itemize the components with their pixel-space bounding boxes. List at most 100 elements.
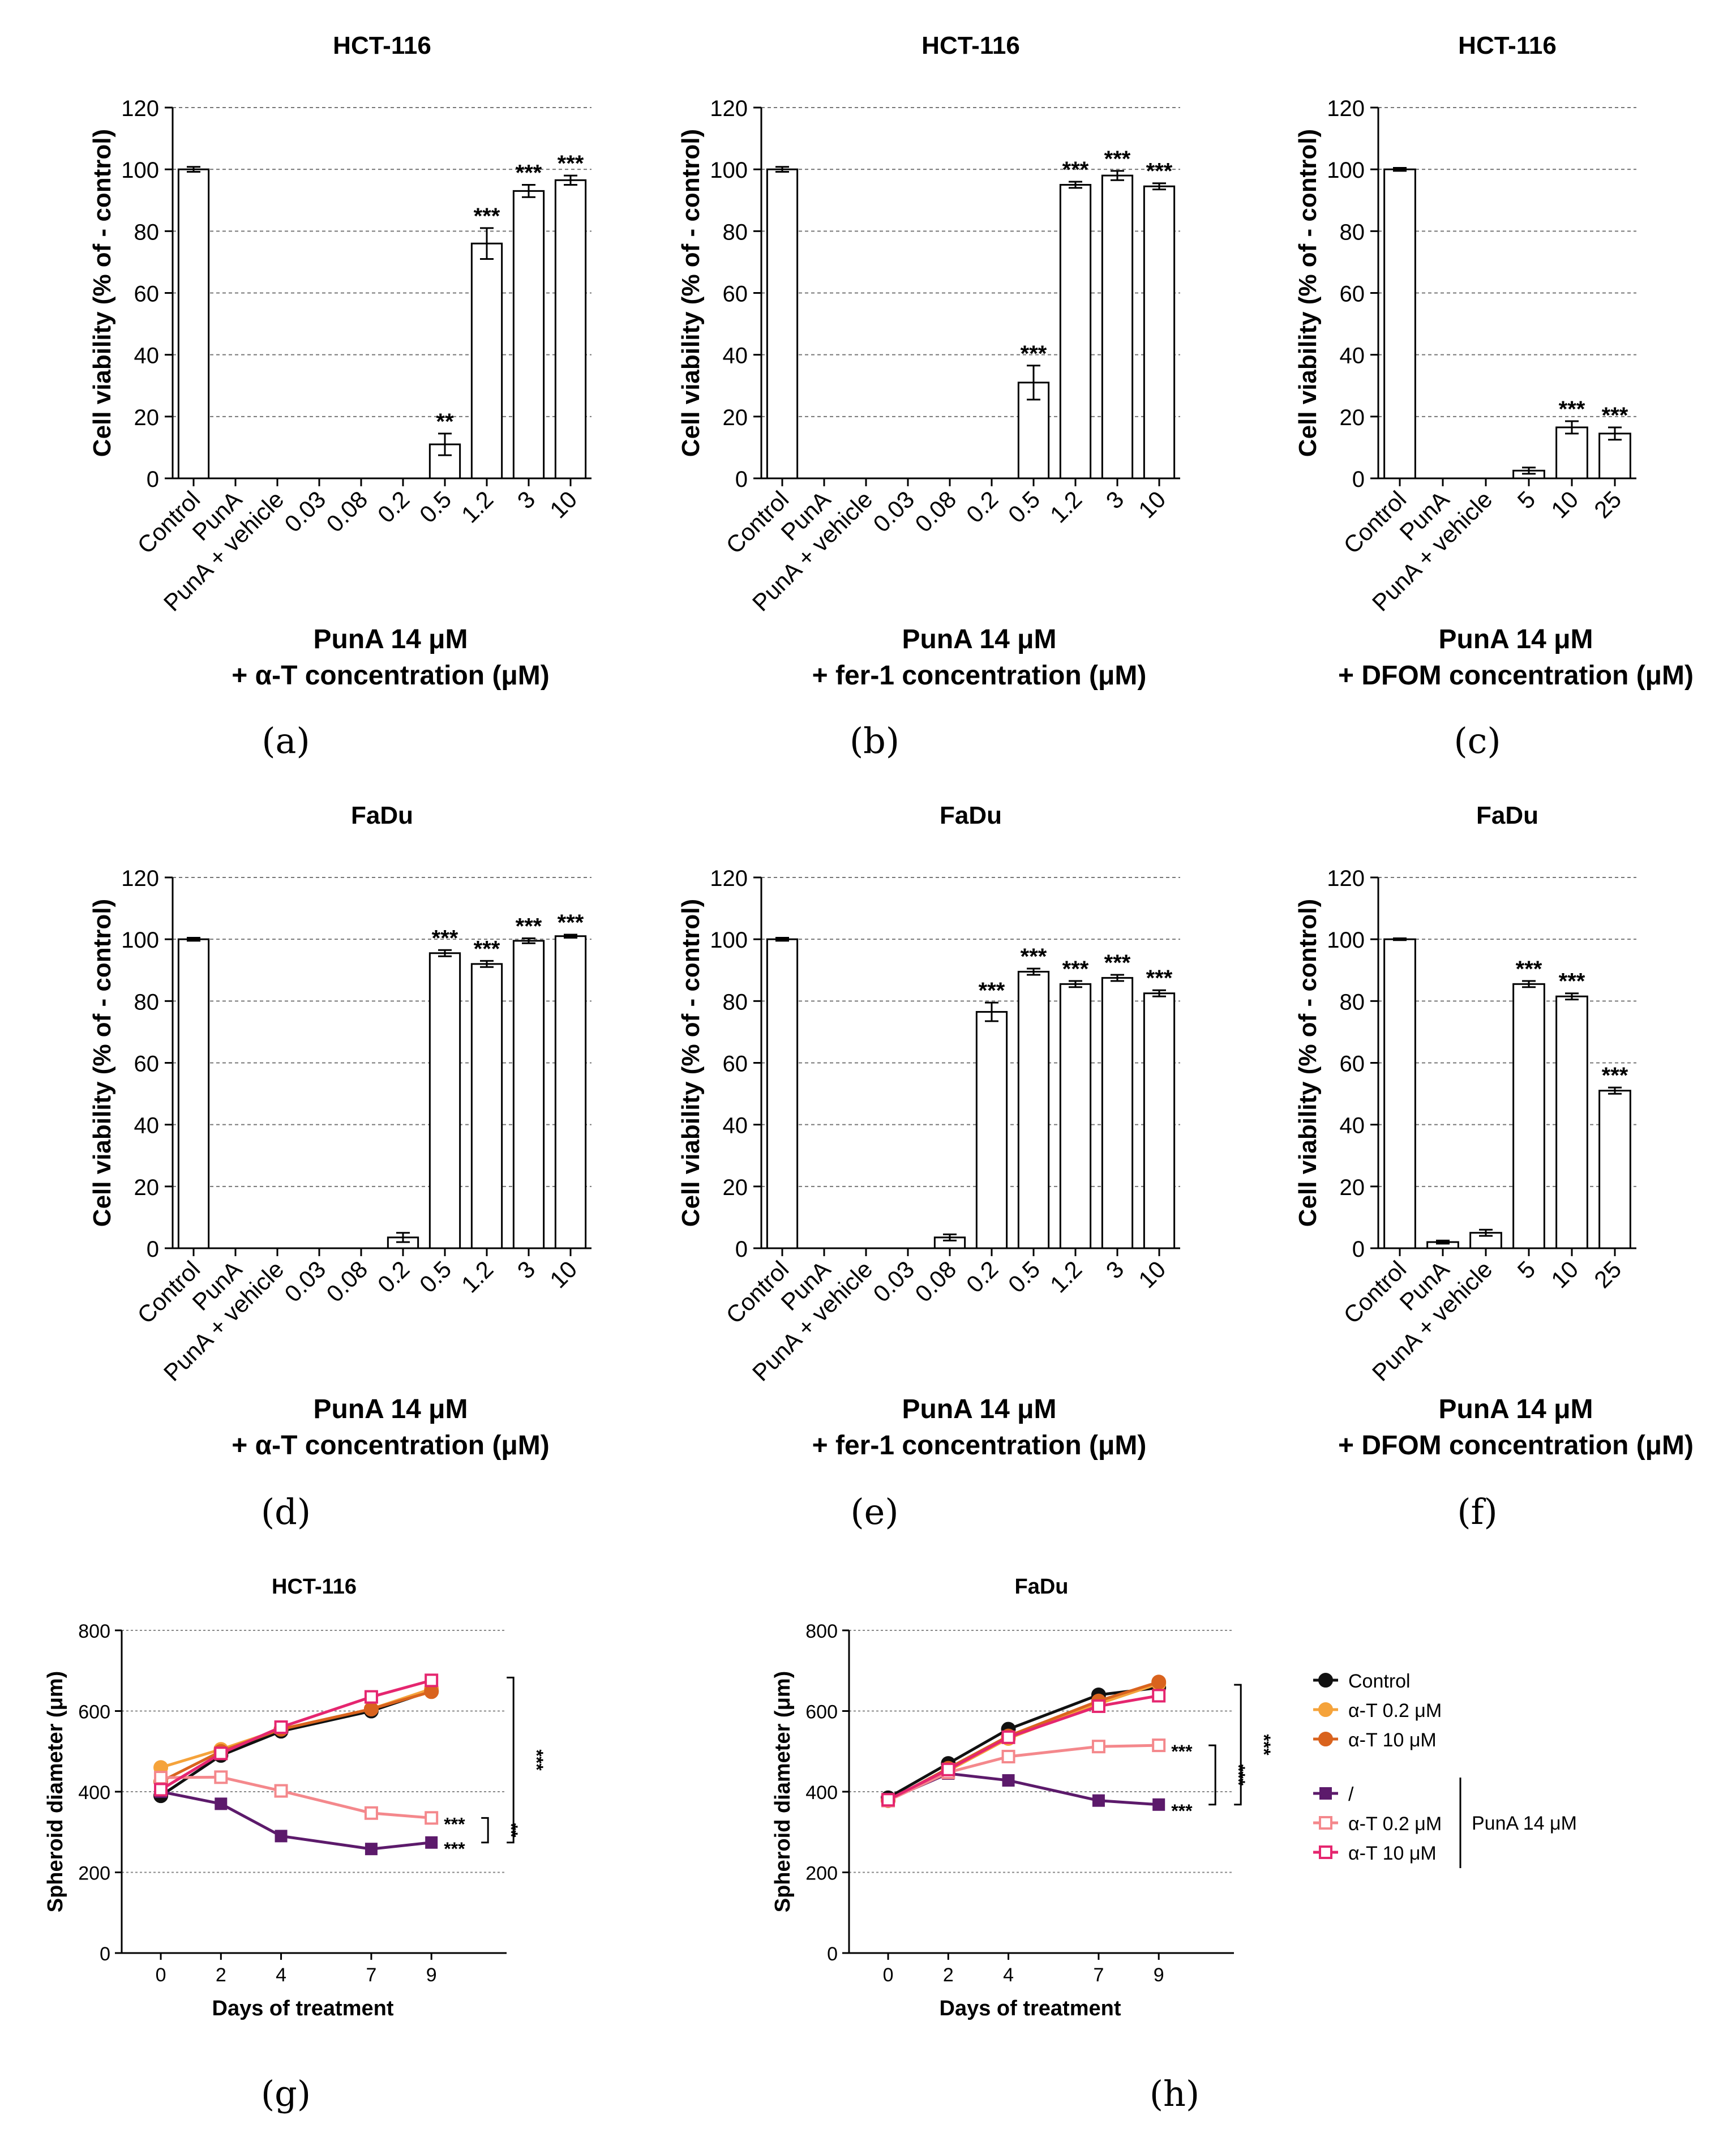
y-tick-label: 100	[710, 928, 748, 953]
x-tick-label: 5	[1512, 486, 1541, 514]
y-axis-label: Cell viability (% of - control)	[677, 129, 705, 457]
bar	[1512, 983, 1545, 1249]
x-tick-label: 0.03	[279, 486, 331, 537]
x-tick-label: 1.2	[1045, 486, 1087, 528]
y-axis-label: Cell viability (% of - control)	[1294, 899, 1322, 1227]
significance-label: ***	[1104, 950, 1131, 975]
y-tick-label: 0	[1352, 1237, 1365, 1262]
y-tick-label: 200	[805, 1863, 838, 1885]
data-point	[425, 1836, 438, 1849]
x-axis-label-line1: PunA 14 μM	[902, 624, 1057, 654]
bar	[1598, 1090, 1631, 1249]
y-tick-label: 40	[134, 344, 160, 369]
y-tick-label: 0	[147, 1237, 159, 1262]
data-point	[1152, 1798, 1165, 1811]
significance-label: ***	[1171, 1801, 1193, 1821]
significance-bracket	[1234, 1684, 1242, 1806]
y-tick-label: 40	[134, 1114, 160, 1138]
x-axis-label-line2: + fer-1 concentration (μM)	[812, 1431, 1147, 1461]
data-point	[1152, 1689, 1166, 1703]
x-tick-label: 0.5	[1003, 1256, 1045, 1298]
chart-title: HCT-116	[272, 1575, 357, 1599]
bar	[470, 242, 503, 479]
panel-label-g: (g)	[261, 2073, 311, 2114]
x-tick-label: 10	[1133, 1256, 1171, 1293]
significance-label: **	[501, 1823, 521, 1838]
y-tick-label: 400	[78, 1782, 110, 1804]
y-tick-label: 80	[1340, 220, 1365, 245]
x-tick-label: 0.2	[961, 486, 1004, 528]
x-tick-label: 0.08	[910, 1256, 961, 1307]
bar	[1059, 983, 1092, 1249]
y-tick-label: 800	[805, 1621, 838, 1642]
significance-label: ***	[558, 151, 584, 176]
x-tick-label: 0	[156, 1964, 166, 1986]
x-tick-label: 0.5	[414, 486, 457, 528]
data-point	[274, 1784, 288, 1798]
data-point	[1319, 1787, 1332, 1800]
x-axis-label-line2: + DFOM concentration (μM)	[1338, 1431, 1694, 1461]
data-point	[1091, 1699, 1105, 1713]
x-tick-label: 0.08	[321, 486, 372, 537]
significance-label: ***	[1254, 1734, 1274, 1755]
significance-label: ***	[1228, 1765, 1249, 1786]
data-point	[1318, 1702, 1333, 1717]
x-axis-label-line1: PunA 14 μM	[314, 624, 468, 654]
x-tick-label: 0.5	[414, 1256, 457, 1298]
y-tick-label: 20	[1340, 1175, 1365, 1200]
x-tick-label: 0.08	[910, 486, 961, 537]
data-point	[154, 1783, 168, 1797]
x-tick-label: 10	[1133, 486, 1171, 523]
significance-label: ***	[1021, 944, 1047, 969]
significance-label: ***	[1602, 1063, 1628, 1088]
bar	[428, 952, 461, 1249]
y-tick-label: 800	[78, 1621, 110, 1642]
y-tick-label: 40	[1340, 1114, 1365, 1138]
data-point	[363, 1701, 379, 1716]
x-tick-label: 5	[1512, 1256, 1541, 1284]
data-point	[214, 1770, 228, 1784]
significance-label: ***	[1602, 403, 1628, 428]
x-tick-label: 4	[1003, 1964, 1014, 1986]
significance-label: ***	[1171, 1741, 1193, 1762]
x-tick-label: 1.2	[1045, 1256, 1087, 1298]
x-tick-label: 25	[1589, 486, 1626, 523]
x-tick-label: 4	[276, 1964, 286, 1986]
panel-label-a: (a)	[262, 720, 310, 761]
data-point	[214, 1746, 228, 1761]
x-tick-label: 25	[1589, 1256, 1626, 1293]
y-tick-label: 20	[134, 1175, 160, 1200]
y-tick-label: 60	[1340, 1052, 1365, 1077]
y-tick-label: 40	[1340, 344, 1365, 369]
y-tick-label: 100	[710, 158, 748, 183]
bar	[1143, 992, 1176, 1249]
y-axis-label: Cell viability (% of - control)	[88, 129, 116, 457]
y-tick-label: 100	[121, 928, 159, 953]
y-tick-label: 0	[100, 1943, 110, 1965]
significance-label: ***	[1062, 957, 1089, 982]
series-line	[160, 1678, 432, 1791]
y-tick-label: 120	[710, 96, 748, 121]
y-tick-label: 100	[1327, 928, 1365, 953]
bar	[554, 179, 587, 479]
panel-label-e: (e)	[850, 1491, 898, 1532]
bar	[512, 940, 545, 1249]
x-tick-label: 7	[1093, 1964, 1104, 1986]
bar	[1383, 938, 1416, 1249]
data-point	[1319, 1816, 1332, 1830]
y-axis-label: Cell viability (% of - control)	[677, 899, 705, 1227]
chart-g: HCT-116 0 200 400 600 800 0 2 4 7 9 Days of treatme…	[44, 1575, 547, 2020]
x-tick-label: 1.2	[456, 1256, 499, 1298]
legend-group-label: PunA 14 μM	[1472, 1813, 1577, 1834]
series-line	[888, 1744, 1159, 1802]
panel-label-h: (h)	[1150, 2073, 1199, 2114]
x-tick-label: 10	[545, 1256, 582, 1293]
data-point	[274, 1720, 288, 1734]
significance-label: ***	[1146, 159, 1173, 184]
x-tick-label: 2	[216, 1964, 226, 1986]
significance-label: ***	[444, 1839, 465, 1859]
y-tick-label: 600	[805, 1702, 838, 1723]
x-tick-label: 10	[1546, 486, 1583, 523]
